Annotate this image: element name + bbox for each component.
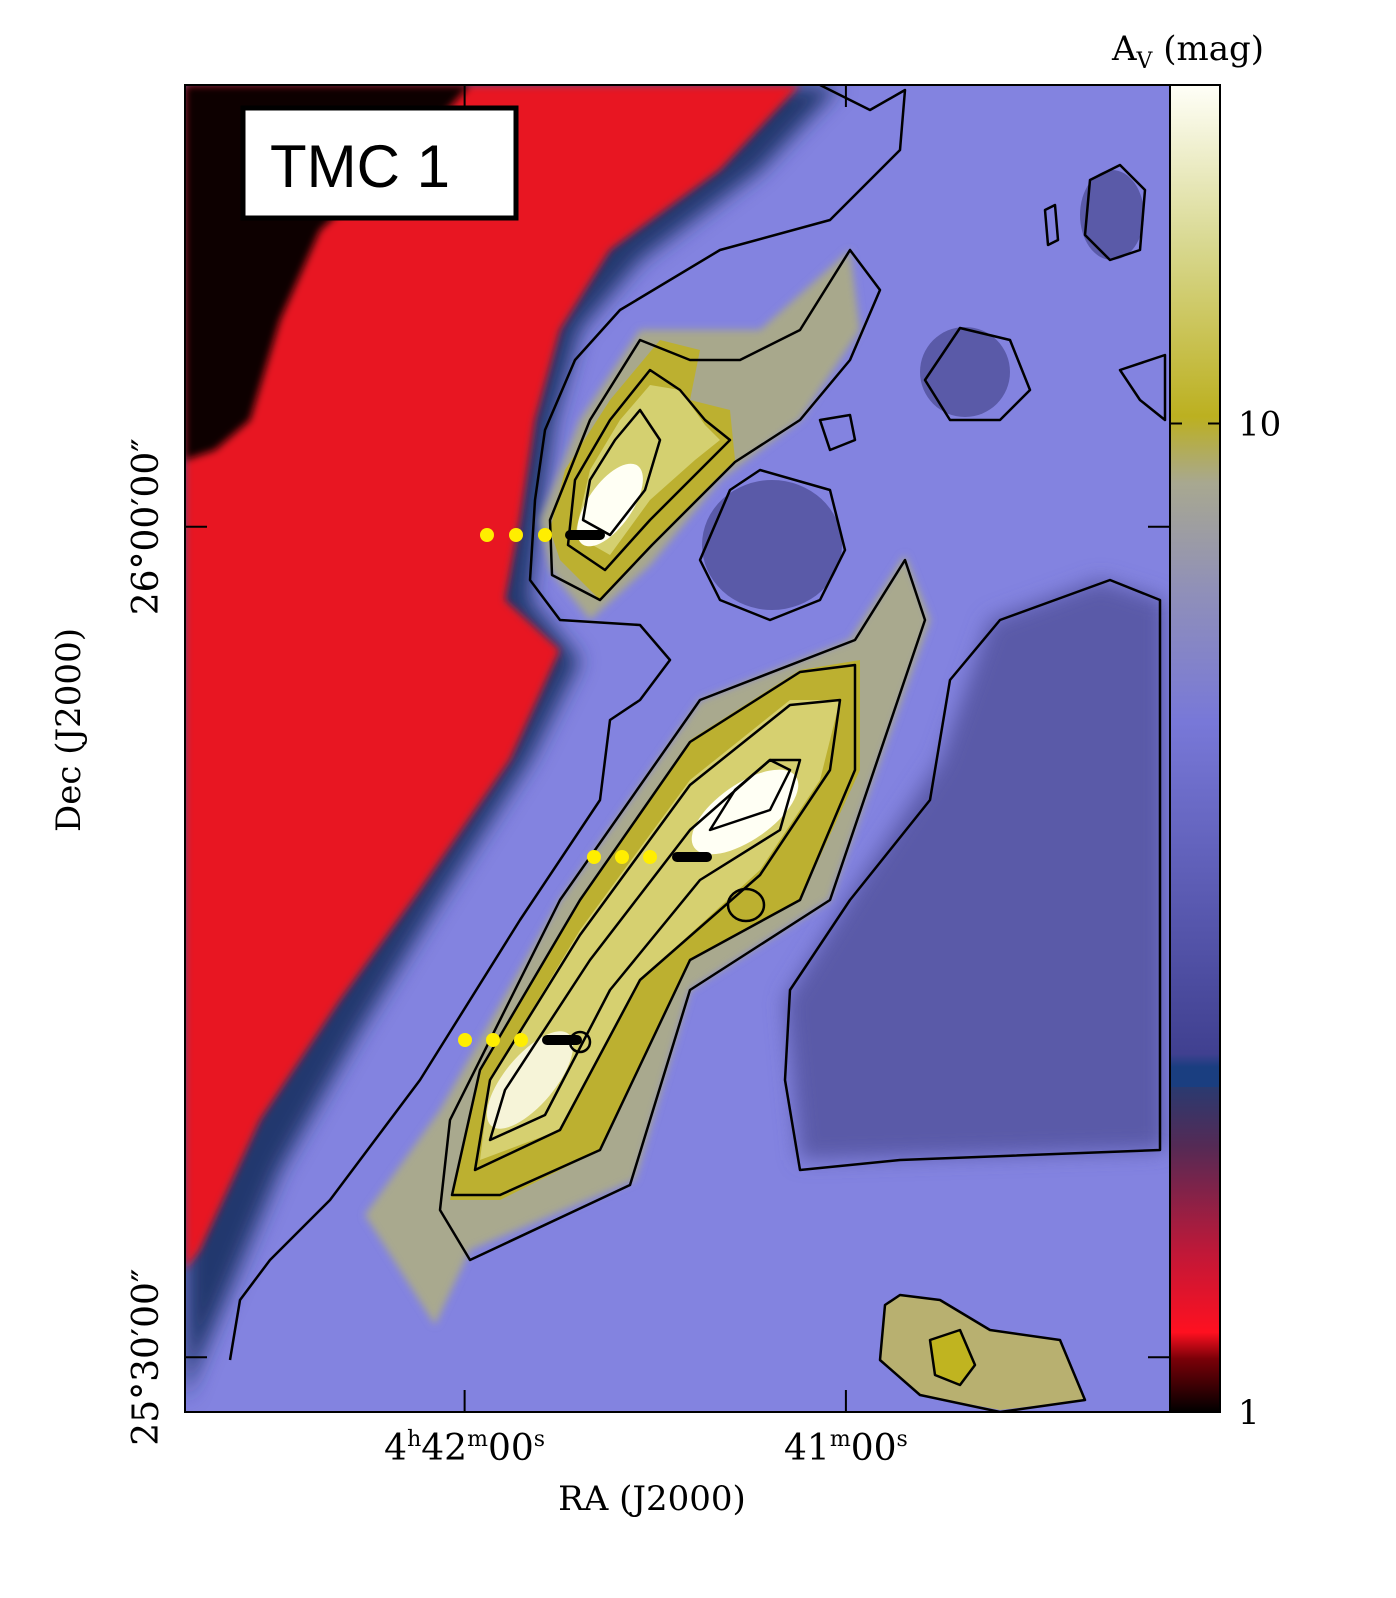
x-tick-label: 4h​42m​00s​ <box>384 1427 545 1469</box>
x-tick-label: 41m​00s​ <box>784 1427 908 1469</box>
colorbar <box>1169 84 1221 1413</box>
y-tick-label: 26°00′00″ <box>126 438 167 615</box>
y-tick-label: 25°30′00″ <box>126 1269 167 1446</box>
x-axis-label: RA (J2000) <box>558 1479 746 1519</box>
extinction-map <box>185 85 1170 1412</box>
colorbar-tick-label: 10 <box>1238 404 1281 444</box>
colorbar-tick-label: 1 <box>1238 1393 1260 1433</box>
y-axis-label: Dec (J2000) <box>49 628 89 832</box>
chart-title: TMC 1 <box>270 133 450 200</box>
title-box <box>240 105 519 221</box>
colorbar-label: AV​ (mag) <box>1111 29 1264 74</box>
